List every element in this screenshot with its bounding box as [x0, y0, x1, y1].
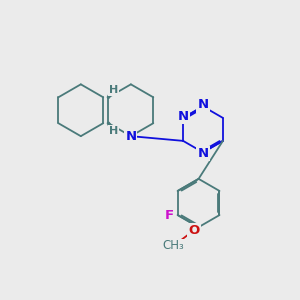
- Text: H: H: [109, 85, 118, 95]
- Text: N: N: [125, 130, 136, 143]
- Text: F: F: [164, 208, 173, 222]
- Text: N: N: [197, 147, 208, 160]
- Text: O: O: [188, 224, 200, 237]
- Text: N: N: [178, 110, 189, 123]
- Text: CH₃: CH₃: [162, 239, 184, 253]
- Text: H: H: [109, 126, 118, 136]
- Text: N: N: [197, 98, 208, 111]
